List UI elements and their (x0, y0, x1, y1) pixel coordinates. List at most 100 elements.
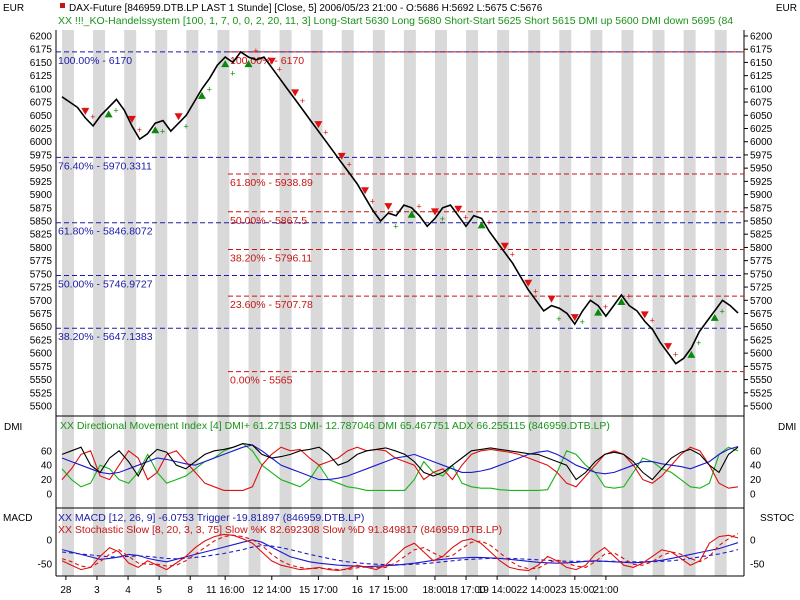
price-tick-label-left: 6200 (30, 32, 53, 43)
short-signal-marker (500, 242, 509, 250)
fib-level-label-right: 61.80% - 5938.89 (230, 177, 313, 189)
time-tick-label: 19 14:00 (478, 585, 517, 596)
price-tick-label-right: 6125 (750, 71, 773, 82)
macd-legend: XX MACD [12, 26, 9] -6.0753 Trigger -19.… (58, 512, 364, 524)
signal-plus-marker: + (393, 222, 398, 232)
price-series (61, 50, 739, 365)
price-tick-label-left: 5500 (30, 402, 53, 413)
price-tick-label-right: 6025 (750, 124, 773, 135)
long-signal-marker (221, 60, 230, 68)
price-tick-label-right: 5675 (750, 309, 773, 320)
price-tick-label-left: 5825 (30, 230, 53, 241)
fib-level-label-left: 61.80% - 5846.8072 (58, 226, 153, 238)
chart-icon (60, 3, 65, 8)
price-tick-label-left: 5650 (30, 322, 53, 333)
price-tick-label-right: 5800 (750, 243, 773, 254)
price-tick-label-right: 6050 (750, 111, 773, 122)
signal-plus-marker: + (230, 68, 235, 78)
short-signal-marker (291, 89, 300, 97)
price-tick-label-left: 5675 (30, 309, 53, 320)
signal-plus-marker: + (650, 315, 655, 325)
time-tick-label: 4 (125, 585, 131, 596)
session-shade-band (683, 30, 696, 576)
price-tick-label-right: 6000 (750, 137, 773, 148)
price-tick-label-left: 5800 (30, 243, 53, 254)
time-axis: 28 3 4 5 8 11 16:00 12 14:00 15 17:00 16 17 15:00… (60, 576, 619, 596)
short-signal-marker (547, 295, 556, 303)
signal-plus-marker: + (580, 317, 585, 327)
price-tick-label-right: 5825 (750, 230, 773, 241)
price-tick-label-right: 5975 (750, 150, 773, 161)
macd-tick-label-right: 0 (750, 535, 756, 546)
long-signal-marker (617, 298, 626, 305)
signal-plus-marker: + (137, 125, 142, 135)
price-tick-label-left: 5950 (30, 164, 53, 175)
price-tick-label-right: 5600 (750, 349, 773, 360)
signal-plus-marker: + (696, 338, 701, 348)
short-signal-marker (337, 152, 346, 160)
session-shade-band (559, 30, 572, 576)
dmi-tick-label-right: 60 (750, 446, 762, 457)
long-signal-marker (477, 221, 486, 229)
fib-level-label-left: 76.40% - 5970.3311 (58, 160, 152, 172)
short-signal-marker (174, 113, 183, 121)
short-signal-marker (81, 107, 90, 115)
price-tick-label-right: 5525 (750, 388, 773, 399)
signal-plus-marker: + (113, 105, 118, 115)
signal-plus-marker: + (486, 218, 491, 228)
price-tick-label-left: 6175 (30, 45, 53, 56)
fib-level-label-right: 23.60% - 5707.78 (230, 299, 313, 311)
session-shade-band (341, 30, 354, 576)
price-tick-label-right: 6150 (750, 58, 773, 69)
signal-plus-marker: + (440, 214, 445, 224)
signal-plus-marker: + (323, 128, 328, 138)
session-shade-band (466, 30, 479, 576)
price-tick-label-left: 5725 (30, 283, 53, 294)
currency-label-right: EUR (776, 3, 797, 14)
long-signal-marker (151, 126, 160, 134)
price-tick-label-left: 6125 (30, 71, 53, 82)
fib-level-label-left: 50.00% - 5746.9727 (58, 278, 153, 290)
price-tick-label-right: 5725 (750, 283, 773, 294)
signal-plus-marker: + (90, 112, 95, 122)
time-tick-label: 21:00 (593, 585, 618, 596)
short-signal-marker (361, 187, 370, 195)
time-tick-label: 18 17:00 (447, 585, 486, 596)
price-tick-label-right: 5575 (750, 362, 773, 373)
price-tick-label-left: 6100 (30, 84, 53, 95)
signal-plus-marker: + (253, 46, 258, 56)
session-shade-band (155, 30, 168, 576)
dmi-line (61, 443, 739, 481)
signal-plus-marker: + (183, 121, 188, 131)
session-shade-band (497, 30, 510, 576)
fibonacci-levels: 100.00% - 6170 76.40% - 5970.3311 61.80% -… (56, 51, 744, 387)
long-signal-marker (244, 60, 253, 68)
price-tick-label-right: 5625 (750, 335, 773, 346)
session-shade-band (652, 30, 665, 576)
macd-tick-label-left: 0 (46, 535, 52, 546)
short-signal-marker (127, 115, 136, 123)
price-tick-label-right: 5550 (750, 375, 773, 386)
session-shade-band (124, 30, 137, 576)
time-tick-label: 22 14:00 (517, 585, 556, 596)
time-tick-label: 12 14:00 (252, 585, 291, 596)
price-tick-label-left: 6000 (30, 137, 53, 148)
signal-plus-marker: + (626, 292, 631, 302)
price-tick-label-left: 5775 (30, 256, 53, 267)
time-tick-label: 17 15:00 (369, 585, 408, 596)
price-tick-label-right: 5775 (750, 256, 773, 267)
signal-plus-marker: + (300, 96, 305, 106)
signal-plus-marker: + (207, 84, 212, 94)
signal-markers: + + + + + + + + + + + + + + + + + + + + + + + + + + + + (81, 46, 725, 360)
session-shade-band (279, 30, 292, 576)
price-tick-label-left: 6025 (30, 124, 53, 135)
time-tick-label: 16 (352, 585, 364, 596)
dmi-tick-label-left: 60 (41, 446, 53, 457)
signal-plus-marker: + (556, 314, 561, 324)
macd-series: 0 0 -50 -50 (38, 533, 765, 572)
session-shade-band (186, 30, 199, 576)
signal-plus-marker: + (416, 202, 421, 212)
signal-plus-marker: + (160, 127, 165, 137)
price-tick-label-left: 6075 (30, 98, 53, 109)
price-tick-label-right: 6175 (750, 45, 773, 56)
